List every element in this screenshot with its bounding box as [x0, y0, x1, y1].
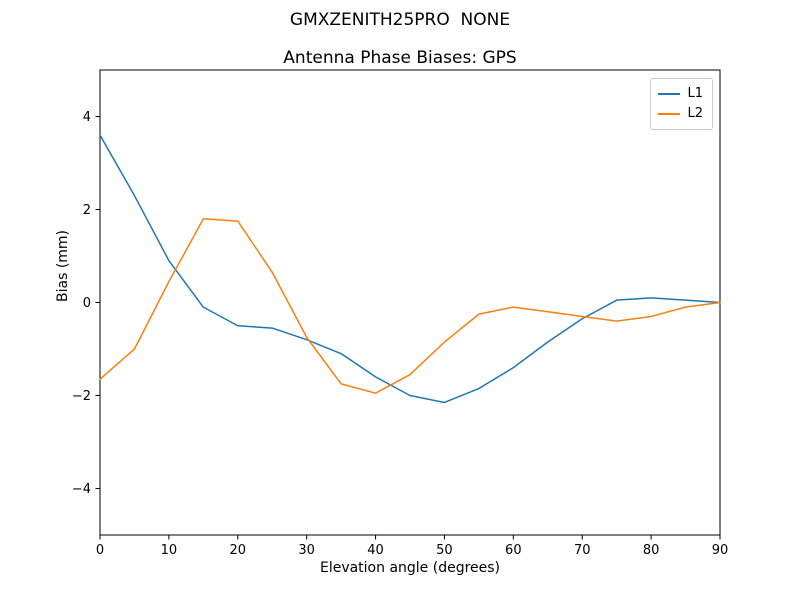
- y-tick-label: 2: [83, 203, 91, 218]
- series-line-l2: [99, 218, 721, 394]
- x-tick-label: 0: [96, 543, 104, 558]
- legend-item-l2: L2: [658, 104, 703, 124]
- x-tick-label: 70: [574, 543, 591, 558]
- x-tick-label: 30: [298, 543, 315, 558]
- axes-frame: [99, 69, 721, 536]
- y-tick-label: 4: [83, 110, 91, 125]
- x-tick-label: 20: [230, 543, 247, 558]
- y-tick-label: −4: [72, 482, 91, 497]
- x-tick-label: 90: [712, 543, 729, 558]
- legend-label-l2: L2: [687, 106, 703, 121]
- legend-item-l1: L1: [658, 84, 703, 104]
- l2-line-swatch: [658, 113, 681, 115]
- y-tick-label: −2: [72, 389, 91, 404]
- x-tick-label: 60: [505, 543, 522, 558]
- chart-title: Antenna Phase Biases: GPS: [283, 48, 517, 68]
- x-axis-label: Elevation angle (degrees): [319, 560, 501, 576]
- x-tick-label: 10: [161, 543, 178, 558]
- l1-line-swatch: [658, 93, 681, 95]
- legend-label-l1: L1: [687, 86, 703, 101]
- x-tick-label: 40: [367, 543, 384, 558]
- series-line-l1: [99, 134, 721, 404]
- legend: L1 L2: [650, 78, 713, 130]
- figure-suptitle: GMXZENITH25PRO NONE: [289, 10, 511, 30]
- y-tick-label: 0: [83, 296, 91, 311]
- x-tick-label: 50: [436, 543, 453, 558]
- x-tick-label: 80: [643, 543, 660, 558]
